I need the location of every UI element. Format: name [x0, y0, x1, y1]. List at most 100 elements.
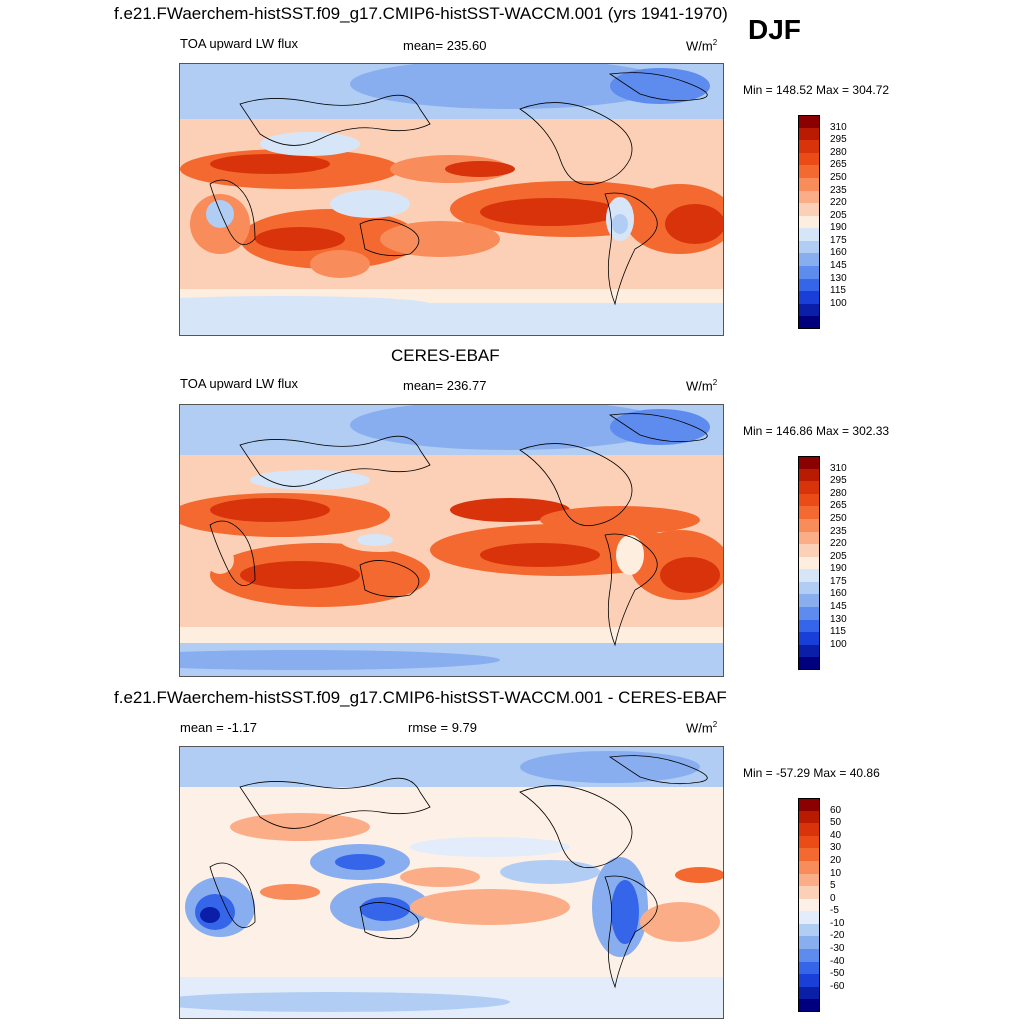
colorbar-tick-label: 0 — [830, 892, 836, 904]
panel-mean-label: mean = -1.17 — [180, 720, 257, 735]
colorbar-swatch — [798, 848, 820, 862]
colorbar-swatch — [798, 190, 820, 204]
colorbar-swatch — [798, 316, 820, 330]
colorbar-swatch — [798, 291, 820, 305]
colorbar-swatch — [798, 240, 820, 254]
colorbar-swatch — [798, 644, 820, 658]
colorbar-tick-label: -20 — [830, 930, 845, 942]
colorbar-tick-label: -5 — [830, 905, 839, 917]
map-diff — [179, 746, 724, 1019]
colorbar-swatch — [798, 253, 820, 267]
colorbar-swatch — [798, 619, 820, 633]
colorbar-swatch — [798, 165, 820, 179]
colorbar-swatch — [798, 506, 820, 520]
map-model — [179, 63, 724, 336]
colorbar-flux-1: 310 295 280 265 250 235 220 205 190 175 160 145 130 1… — [798, 115, 858, 330]
panel-variable-label: TOA upward LW flux — [180, 36, 299, 51]
colorbar-swatch — [798, 949, 820, 963]
colorbar-swatch — [798, 860, 820, 875]
colorbar-swatch — [798, 544, 820, 558]
colorbar-tick-label: 235 — [830, 184, 847, 196]
colorbar-tick-label: 190 — [830, 222, 847, 234]
colorbar-diff: 60 50 40 30 20 10 5 0 -5 -10 -20 -30 -40 -50 -60 — [798, 798, 858, 1013]
colorbar-tick-label: -40 — [830, 955, 845, 967]
colorbar-swatch — [798, 999, 820, 1013]
colorbar-tick-label: 145 — [830, 601, 847, 613]
colorbar-swatch — [798, 961, 820, 975]
colorbar-swatch — [798, 456, 820, 470]
colorbar-tick-label: 30 — [830, 842, 842, 854]
colorbar-tick-label: 175 — [830, 234, 847, 246]
colorbar-tick-label: 145 — [830, 260, 847, 272]
season-label: DJF — [748, 14, 801, 45]
colorbar-swatch — [798, 810, 820, 824]
colorbar-swatch — [798, 127, 820, 141]
colorbar-swatch — [798, 556, 820, 570]
colorbar-swatch — [798, 493, 820, 507]
panel-title: f.e21.FWaerchem-histSST.f09_g17.CMIP6-hi… — [114, 688, 727, 707]
colorbar-tick-label: 250 — [830, 512, 847, 524]
colorbar-swatch — [798, 569, 820, 583]
colorbar-tick-label: -60 — [830, 980, 845, 992]
colorbar-frame — [798, 798, 820, 1012]
colorbar-swatch — [798, 632, 820, 646]
colorbar-tick-label: 265 — [830, 159, 847, 171]
colorbar-tick-label: 160 — [830, 588, 847, 600]
colorbar-tick-label: 280 — [830, 487, 847, 499]
colorbar-tick-label: 295 — [830, 475, 847, 487]
panel-mean-label: mean= 235.60 — [403, 38, 487, 53]
colorbar-tick-label: 250 — [830, 171, 847, 183]
panel-minmax: Min = 148.52 Max = 304.72 — [743, 83, 890, 97]
colorbar-swatch — [798, 518, 820, 533]
panel-title: CERES-EBAF — [391, 346, 500, 365]
panel-mean-label: mean= 236.77 — [403, 378, 487, 393]
colorbar-swatch — [798, 115, 820, 129]
map-obs — [179, 404, 724, 677]
colorbar-swatch — [798, 177, 820, 192]
colorbar-swatch — [798, 140, 820, 154]
colorbar-tick-label: 205 — [830, 209, 847, 221]
colorbar-tick-label: 130 — [830, 272, 847, 284]
colorbar-tick-label: 160 — [830, 247, 847, 259]
colorbar-tick-label: 20 — [830, 854, 842, 866]
panel-minmax: Min = 146.86 Max = 302.33 — [743, 424, 890, 438]
panel-units: W/m2 — [686, 378, 718, 394]
colorbar-tick-label: 10 — [830, 867, 842, 879]
colorbar-flux-2: 310 295 280 265 250 235 220 205 190 175 160 145 130 1… — [798, 456, 858, 671]
panel-minmax: Min = -57.29 Max = 40.86 — [743, 766, 880, 780]
colorbar-swatch — [798, 873, 820, 887]
colorbar-swatch — [798, 936, 820, 950]
colorbar-swatch — [798, 581, 820, 595]
colorbar-swatch — [798, 835, 820, 849]
colorbar-swatch — [798, 278, 820, 292]
panel-units: W/m2 — [686, 38, 718, 54]
colorbar-swatch — [798, 974, 820, 988]
colorbar-tick-label: -50 — [830, 968, 845, 980]
colorbar-frame — [798, 456, 820, 670]
colorbar-tick-label: 100 — [830, 297, 847, 309]
colorbar-tick-label: -30 — [830, 943, 845, 955]
colorbar-tick-label: 115 — [830, 285, 846, 297]
colorbar-swatch — [798, 266, 820, 280]
colorbar-tick-label: 60 — [830, 804, 842, 816]
colorbar-swatch — [798, 911, 820, 925]
colorbar-swatch — [798, 898, 820, 912]
colorbar-frame — [798, 115, 820, 329]
colorbar-tick-label: 295 — [830, 134, 847, 146]
colorbar-swatch — [798, 203, 820, 217]
colorbar-tick-label: 265 — [830, 500, 847, 512]
colorbar-tick-label: 310 — [830, 462, 847, 474]
colorbar-tick-label: 175 — [830, 575, 847, 587]
colorbar-swatch — [798, 152, 820, 166]
colorbar-tick-label: 310 — [830, 121, 847, 133]
colorbar-tick-label: 40 — [830, 829, 842, 841]
colorbar-tick-label: 5 — [830, 880, 836, 892]
colorbar-tick-label: 130 — [830, 613, 847, 625]
colorbar-swatch — [798, 594, 820, 608]
colorbar-swatch — [798, 468, 820, 482]
colorbar-tick-label: 50 — [830, 817, 842, 829]
colorbar-swatch — [798, 986, 820, 1000]
colorbar-swatch — [798, 657, 820, 671]
colorbar-swatch — [798, 531, 820, 545]
colorbar-swatch — [798, 886, 820, 900]
